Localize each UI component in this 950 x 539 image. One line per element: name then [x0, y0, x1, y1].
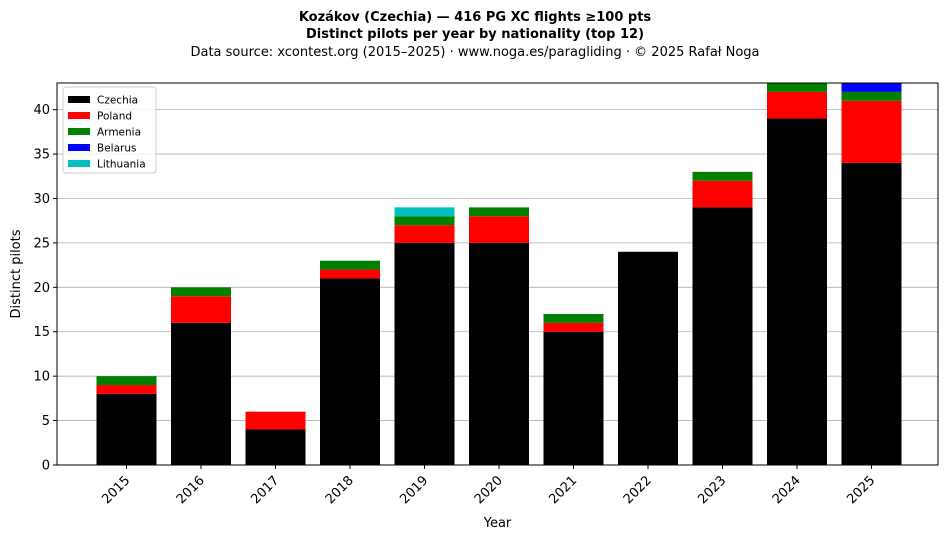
bar-czechia-2023 [692, 207, 753, 465]
y-tick-label: 10 [33, 370, 50, 385]
y-tick-label: 0 [42, 459, 50, 474]
x-tick-label: 2018 [323, 473, 357, 507]
bar-poland-2025 [841, 100, 902, 163]
bar-poland-2018 [320, 269, 380, 279]
legend-swatch-poland [68, 112, 90, 119]
legend-label-armenia: Armenia [97, 127, 141, 139]
bars-group [96, 83, 902, 465]
legend-label-lithuania: Lithuania [97, 159, 146, 171]
bar-belarus-2025 [841, 83, 902, 92]
x-tick-label: 2016 [174, 473, 208, 507]
legend-swatch-czechia [68, 96, 90, 103]
legend-swatch-lithuania [68, 160, 90, 167]
legend-swatch-belarus [68, 144, 90, 151]
bar-czechia-2015 [96, 393, 157, 465]
x-tick-label: 2022 [621, 473, 655, 507]
bar-stacks [96, 83, 902, 465]
chart-title: Kozákov (Czechia) — 416 PG XC flights ≥1… [299, 10, 652, 25]
bar-armenia-2019 [394, 216, 455, 226]
bar-czechia-2024 [767, 118, 827, 465]
chart-subtitle: Data source: xcontest.org (2015–2025) · … [190, 45, 759, 60]
bar-armenia-2016 [171, 287, 231, 297]
legend-label-poland: Poland [97, 111, 132, 123]
plot-frame [56, 82, 939, 466]
bar-armenia-2018 [320, 260, 380, 270]
bar-czechia-2021 [543, 331, 604, 465]
bar-czechia-2016 [171, 322, 231, 465]
legend-label-belarus: Belarus [97, 143, 136, 155]
y-tick-label: 35 [33, 148, 50, 163]
bar-poland-2020 [469, 216, 529, 243]
y-tick-label: 5 [42, 414, 50, 429]
x-axis-label: Year [483, 516, 512, 531]
bar-poland-2024 [767, 91, 827, 119]
bar-czechia-2019 [394, 242, 455, 465]
legend: Czechia Poland Armenia Belarus Lithuania [62, 86, 157, 174]
x-tick-label: 2021 [546, 473, 580, 507]
bar-poland-2021 [543, 322, 604, 332]
x-tick-label: 2025 [844, 473, 878, 507]
bar-czechia-2025 [841, 162, 902, 465]
y-tick-label: 15 [33, 325, 50, 340]
legend-label-czechia: Czechia [97, 95, 138, 107]
y-axis-label: Distinct pilots [9, 229, 24, 318]
y-tick-label: 40 [33, 103, 50, 118]
y-tick-label: 30 [33, 192, 50, 207]
x-axis: 2015 2016 2017 2018 2019 2020 2021 2022 2023 2024… [99, 465, 878, 507]
bar-poland-2019 [394, 225, 455, 243]
bar-armenia-2015 [96, 376, 157, 386]
y-tick-label: 25 [33, 236, 50, 251]
bar-armenia-2020 [469, 207, 529, 217]
x-tick-label: 2015 [99, 473, 133, 507]
y-axis: 0 5 10 15 20 25 30 35 40 [33, 103, 57, 474]
bar-armenia-2021 [543, 313, 604, 323]
chart-title-line-2: Distinct pilots per year by nationality … [306, 27, 644, 42]
bar-czechia-2022 [618, 251, 678, 465]
legend-box [62, 86, 157, 174]
x-tick-label: 2019 [397, 473, 431, 507]
x-tick-label: 2020 [472, 473, 506, 507]
bar-czechia-2017 [245, 429, 306, 465]
x-tick-label: 2017 [248, 473, 282, 507]
bar-armenia-2024 [767, 83, 827, 92]
x-tick-label: 2023 [695, 473, 729, 507]
bar-poland-2016 [171, 296, 231, 323]
bar-lithuania-2019 [394, 207, 455, 217]
bar-armenia-2025 [841, 91, 902, 101]
bar-poland-2015 [96, 385, 157, 394]
y-tick-label: 20 [33, 281, 50, 296]
x-tick-label: 2024 [770, 473, 804, 507]
bar-czechia-2018 [320, 278, 380, 465]
bar-poland-2017 [245, 411, 306, 430]
bar-poland-2023 [692, 180, 753, 208]
legend-swatch-armenia [68, 128, 90, 135]
bar-czechia-2020 [469, 242, 529, 465]
bar-armenia-2023 [692, 171, 753, 181]
